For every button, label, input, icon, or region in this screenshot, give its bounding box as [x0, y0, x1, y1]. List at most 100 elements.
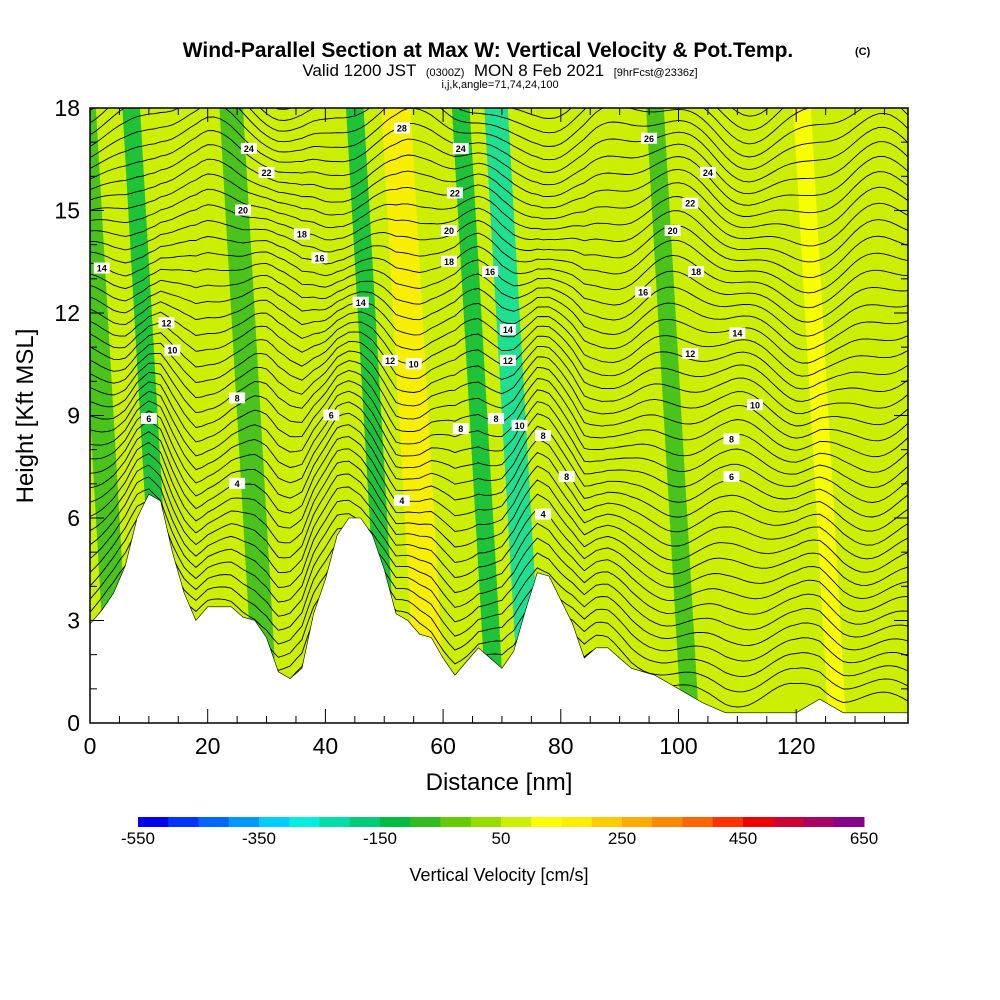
chart-subtitle: Valid 1200 JST (0300Z) MON 8 Feb 2021 [9…	[302, 61, 697, 80]
colorbar-label: Vertical Velocity [cm/s]	[409, 865, 588, 885]
isentrope-label: 16	[315, 253, 325, 263]
isentrope-label: 6	[146, 414, 151, 424]
colorbar	[138, 817, 865, 827]
isentrope-line-7	[90, 488, 908, 612]
isentrope-label: 18	[691, 267, 701, 277]
isentrope-label: 24	[456, 144, 466, 154]
isentrope-label-bg	[723, 471, 740, 482]
colorbar-swatch	[712, 817, 744, 827]
velocity-band-0	[90, 108, 132, 723]
isentrope-label-bg	[682, 197, 699, 209]
isentrope-label-bg	[641, 132, 658, 144]
isentrope-label-bg	[440, 225, 457, 236]
isentrope-label: 6	[729, 472, 734, 482]
colorbar-swatch	[168, 817, 199, 827]
isentrope-label-bg	[664, 225, 681, 236]
terrain-mask	[90, 493, 908, 723]
isentrope-label-bg	[488, 412, 505, 424]
isentrope-line-16	[90, 390, 908, 489]
isentrope-line-20	[90, 350, 908, 427]
isentrope-label: 22	[450, 188, 460, 198]
isentrope-label: 12	[161, 318, 171, 328]
colorbar-swatch	[591, 817, 623, 827]
isentrope-line-6	[90, 500, 908, 625]
isentrope-line-35	[90, 158, 908, 217]
isentrope-label: 14	[97, 264, 107, 274]
isentrope-line-39	[90, 108, 908, 171]
isentrope-label: 8	[235, 393, 240, 403]
isentrope-label: 10	[515, 421, 525, 431]
isentrope-line-36	[90, 144, 908, 206]
chart-title: Wind-Parallel Section at Max W: Vertical…	[183, 39, 794, 62]
colorbar-swatch	[319, 817, 351, 827]
isentrope-line-41	[90, 108, 812, 145]
valid-date-label: MON 8 Feb 2021	[474, 61, 604, 80]
isentrope-label: 20	[668, 226, 678, 236]
colorbar-swatch	[833, 817, 865, 827]
isentrope-label-bg	[164, 344, 181, 356]
isentrope-label: 24	[703, 168, 713, 178]
isentrope-label-bg	[452, 423, 469, 435]
isentrope-label-bg	[240, 143, 257, 154]
isentrope-label: 8	[541, 431, 546, 441]
isentrope-label-bg	[499, 354, 516, 366]
isentrope-label-bg	[440, 255, 457, 267]
isentrope-label: 10	[750, 400, 760, 410]
velocity-band-7	[451, 108, 505, 723]
isentrope-label: 8	[564, 472, 569, 482]
isentrope-line-4	[90, 525, 908, 651]
isentrope-line-31	[90, 219, 908, 279]
colorbar-swatch	[652, 817, 683, 827]
x-tick-label: 80	[548, 733, 574, 759]
y-tick-label: 3	[67, 608, 80, 634]
isentrope-line-26	[90, 287, 908, 351]
isentrope-label: 4	[399, 496, 404, 506]
x-tick-label: 0	[84, 733, 97, 759]
isentrope-label-bg	[229, 477, 246, 489]
velocity-band-11	[705, 108, 770, 723]
isentrope-label: 12	[685, 349, 695, 359]
isentrope-label: 22	[685, 199, 695, 209]
isentrope-line-42	[90, 108, 784, 131]
isentrope-label: 16	[638, 288, 648, 298]
isentrope-label-bg	[229, 392, 246, 404]
isentrope-label: 20	[238, 206, 248, 216]
colorbar-ticks: -550 -350 -150 50 250 450 650	[121, 829, 878, 848]
isentrope-line-21	[90, 341, 908, 415]
isentrope-label: 4	[235, 479, 240, 489]
x-axis-label: Distance [nm]	[426, 769, 573, 796]
isentrope-line-12	[90, 431, 908, 546]
isentrope-line-40	[90, 108, 908, 158]
isentrope-label-bg	[323, 409, 340, 421]
isentrope-line-23	[90, 321, 908, 390]
colorbar-swatch	[198, 817, 230, 827]
isentrope-label-bg	[499, 324, 516, 336]
y-tick-label: 18	[54, 95, 80, 121]
forecast-label: [9hrFcst@2336z]	[614, 67, 698, 79]
velocity-band-6	[381, 108, 446, 723]
isentrope-label-bg	[699, 166, 716, 178]
y-tick-label: 6	[67, 505, 80, 531]
x-tick-label: 20	[195, 733, 221, 759]
isentrope-line-14	[90, 410, 908, 518]
isentrope-label-bg	[635, 286, 652, 298]
isentrope-line-5	[90, 513, 908, 638]
isentrope-label: 8	[729, 434, 734, 444]
isentrope-line-24	[90, 311, 908, 377]
y-tick-label: 12	[54, 300, 80, 326]
isentrope-line-33	[90, 188, 908, 247]
isentrope-label-bg	[405, 358, 422, 370]
isentrope-line-37	[90, 130, 908, 195]
isentrope-label: 10	[409, 359, 419, 369]
isentrope-line-19	[90, 360, 908, 442]
isentrope-label-bg	[511, 419, 528, 431]
isentrope-line-10	[90, 453, 908, 573]
isentrope-label: 6	[329, 411, 334, 421]
y-tick-label: 15	[54, 198, 80, 224]
x-tick-label: 120	[777, 733, 815, 759]
isentrope-label-bg	[682, 348, 699, 359]
isentrope-line-25	[90, 299, 908, 364]
colorbar-swatch	[470, 817, 502, 827]
isentrope-label: 12	[385, 356, 395, 366]
